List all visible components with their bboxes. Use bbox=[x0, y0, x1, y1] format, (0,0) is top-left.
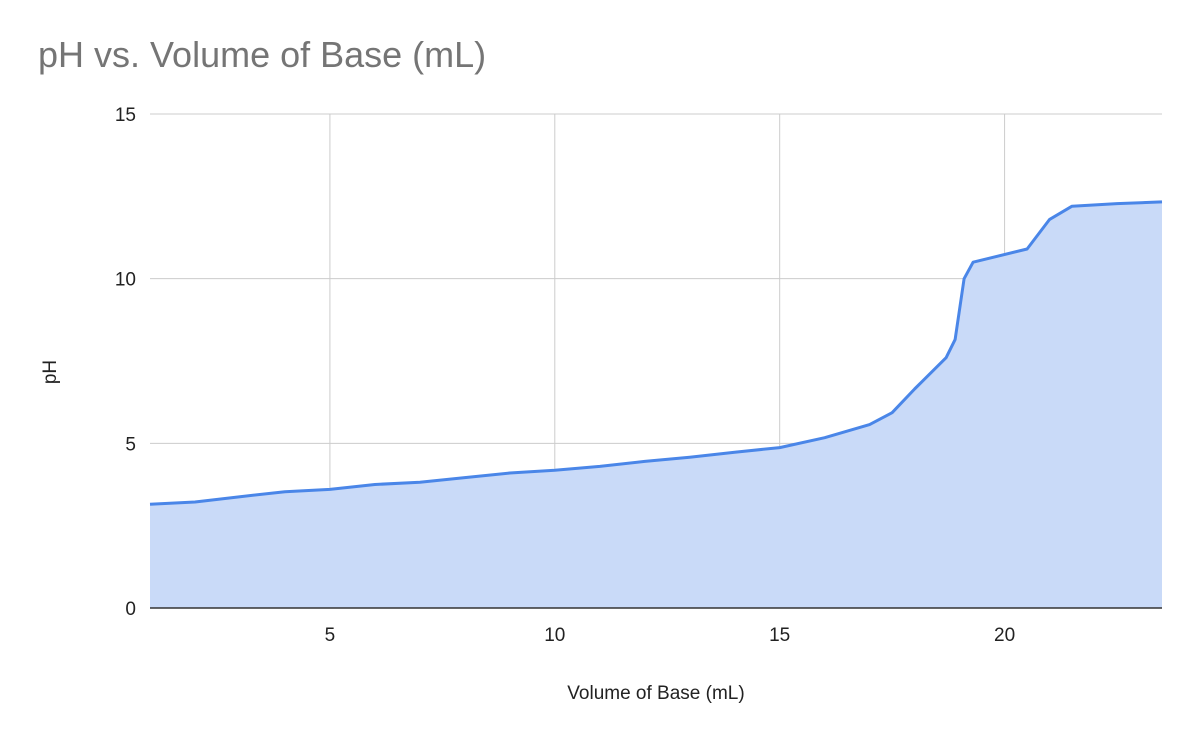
y-tick-label: 5 bbox=[125, 434, 136, 455]
x-tick-label: 10 bbox=[544, 625, 565, 646]
area-fill bbox=[150, 201, 1162, 608]
chart-title: pH vs. Volume of Base (mL) bbox=[38, 34, 487, 75]
x-tick-label: 15 bbox=[769, 625, 790, 646]
x-tick-label: 20 bbox=[994, 625, 1015, 646]
y-tick-label: 10 bbox=[115, 270, 136, 291]
y-axis-title: pH bbox=[40, 360, 61, 384]
y-tick-label: 0 bbox=[125, 599, 136, 620]
series-line bbox=[149, 200, 1163, 506]
x-axis-title: Volume of Base (mL) bbox=[567, 683, 744, 704]
tick-labels: 0 5 10 15 5 10 15 20 bbox=[115, 105, 1015, 646]
x-tick-label: 5 bbox=[325, 625, 336, 646]
y-tick-label: 15 bbox=[115, 105, 136, 126]
